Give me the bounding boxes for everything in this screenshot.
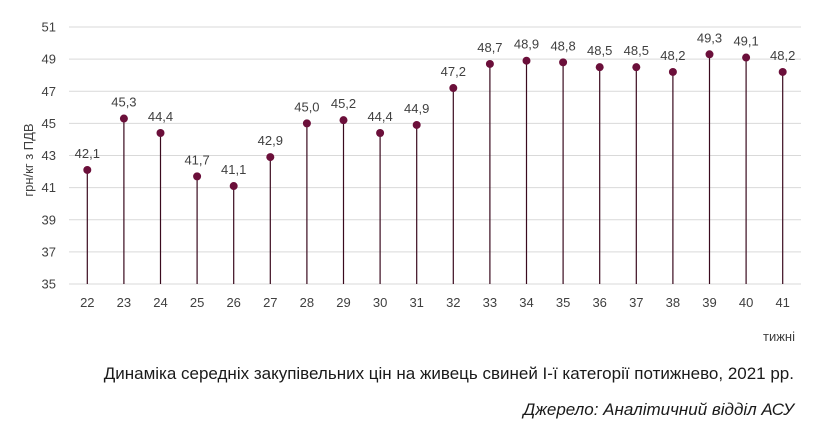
data-point	[632, 63, 641, 72]
y-tick-label: 43	[42, 148, 56, 163]
x-tick-label: 24	[153, 295, 167, 310]
data-label: 48,8	[550, 38, 575, 53]
data-label: 45,2	[331, 96, 356, 111]
x-tick-label: 38	[666, 295, 680, 310]
x-tick-label: 31	[409, 295, 423, 310]
x-tick-label: 40	[739, 295, 753, 310]
y-tick-label: 39	[42, 212, 56, 227]
x-tick-label: 27	[263, 295, 277, 310]
y-tick-label: 41	[42, 180, 56, 195]
chart-source: Джерело: Аналітичний відділ АСУ	[523, 400, 794, 419]
data-point	[302, 119, 311, 128]
y-tick-label: 47	[42, 84, 56, 99]
data-point	[595, 63, 604, 72]
data-label: 47,2	[441, 64, 466, 79]
data-label: 42,1	[75, 146, 100, 161]
x-tick-label: 29	[336, 295, 350, 310]
data-point	[778, 67, 787, 76]
x-axis-ticks: 22 23 24 25 26 27 28 29 30 31 32 33 34 35 36 37 38 39 40 41	[80, 295, 790, 310]
data-points	[83, 50, 787, 191]
data-label: 44,9	[404, 101, 429, 116]
data-point	[376, 129, 385, 138]
stems	[86, 54, 784, 284]
data-label: 48,5	[587, 43, 612, 58]
data-point	[559, 58, 568, 67]
data-label: 48,5	[624, 43, 649, 58]
data-point	[193, 172, 202, 181]
x-axis-label: тижні	[763, 329, 795, 344]
x-tick-label: 23	[117, 295, 131, 310]
data-point	[522, 56, 531, 65]
y-axis-ticks: 35 37 39 41 43 45 47 49 51	[42, 20, 56, 292]
data-point	[229, 182, 238, 191]
data-point	[339, 116, 348, 125]
x-tick-label: 35	[556, 295, 570, 310]
data-point	[412, 120, 421, 129]
data-label: 44,4	[367, 109, 392, 124]
data-label: 49,3	[697, 30, 722, 45]
data-point	[449, 84, 458, 93]
data-labels: 42,1 45,3 44,4 41,7 41,1 42,9 45,0 45,2 44,4 44,9…	[75, 30, 796, 177]
data-label: 42,9	[258, 133, 283, 148]
data-label: 48,2	[770, 48, 795, 63]
data-point	[485, 59, 494, 68]
data-point	[266, 153, 275, 162]
gridlines	[69, 26, 801, 285]
y-axis-label: грн/кг з ПДВ	[21, 123, 36, 196]
x-tick-label: 34	[519, 295, 533, 310]
data-point	[156, 129, 165, 138]
y-tick-label: 35	[42, 277, 56, 292]
data-label: 41,7	[184, 152, 209, 167]
x-tick-label: 22	[80, 295, 94, 310]
data-label: 45,3	[111, 95, 136, 110]
y-tick-label: 49	[42, 52, 56, 67]
x-tick-label: 37	[629, 295, 643, 310]
data-point	[668, 67, 677, 76]
data-label: 48,2	[660, 48, 685, 63]
data-label: 49,1	[733, 34, 758, 49]
x-tick-label: 26	[226, 295, 240, 310]
x-tick-label: 30	[373, 295, 387, 310]
x-tick-label: 33	[483, 295, 497, 310]
chart-title: Динаміка середніх закупівельних цін на ж…	[103, 364, 794, 383]
data-label: 41,1	[221, 162, 246, 177]
y-tick-label: 37	[42, 244, 56, 259]
x-tick-label: 41	[775, 295, 789, 310]
y-tick-label: 45	[42, 116, 56, 131]
data-label: 48,7	[477, 40, 502, 55]
data-point	[705, 50, 714, 59]
data-point	[83, 165, 92, 174]
x-tick-label: 39	[702, 295, 716, 310]
data-label: 44,4	[148, 109, 173, 124]
chart-plot: 35 37 39 41 43 45 47 49 51 22 23 24 25 26 27 28 29 30 31 3…	[21, 20, 801, 344]
data-label: 48,9	[514, 37, 539, 52]
data-point	[119, 114, 128, 123]
data-label: 45,0	[294, 99, 319, 114]
data-point	[742, 53, 751, 62]
x-tick-label: 28	[300, 295, 314, 310]
y-tick-label: 51	[42, 20, 56, 35]
x-tick-label: 36	[592, 295, 606, 310]
x-tick-label: 32	[446, 295, 460, 310]
x-tick-label: 25	[190, 295, 204, 310]
